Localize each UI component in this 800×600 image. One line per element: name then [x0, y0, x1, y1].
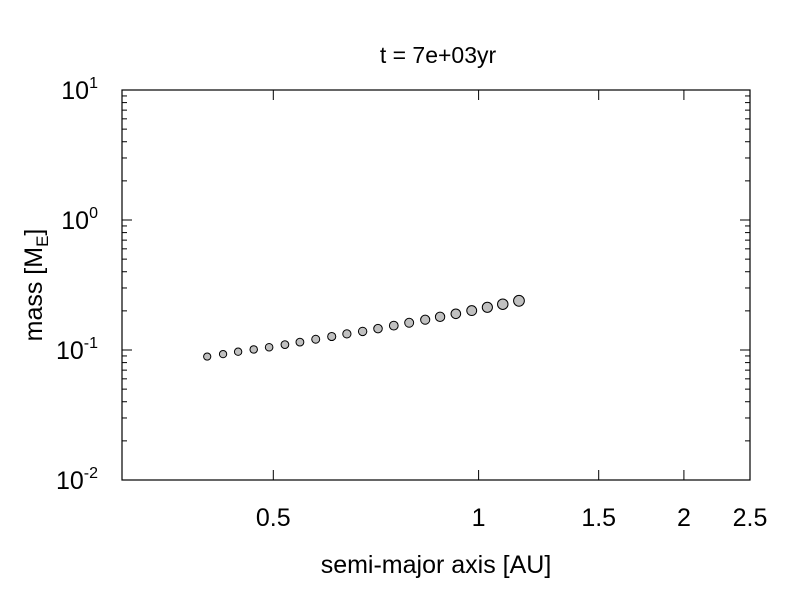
y-axis-label: mass [ME]	[20, 229, 52, 342]
x-tick-label: 1.5	[581, 504, 616, 532]
y-tick-label-exponent: -1	[84, 335, 98, 352]
y-tick-label-exponent: -2	[84, 465, 98, 482]
data-point	[481, 301, 493, 313]
plot-frame	[121, 89, 751, 481]
y-axis-label-main: mass [M	[20, 247, 48, 341]
data-point	[497, 298, 509, 310]
data-point	[357, 326, 368, 337]
x-axis-ticks: 0.5 1 1.5 2 2.5	[256, 90, 767, 532]
data-point	[311, 334, 321, 344]
y-axis-label-subscript: E	[33, 236, 52, 247]
y-tick-label-base: 10	[56, 337, 84, 365]
y-tick-label: 101	[61, 75, 98, 105]
chart-title: t = 7e+03yr	[380, 42, 497, 68]
y-axis-label-end: ]	[20, 229, 48, 236]
data-point	[342, 329, 352, 339]
data-point	[203, 352, 212, 361]
x-tick-label: 1	[472, 504, 486, 532]
y-tick-label: 10-1	[56, 335, 98, 365]
y-tick-label-base: 10	[61, 77, 89, 105]
data-point	[420, 314, 431, 325]
data-point	[466, 305, 478, 317]
y-tick-label: 10-2	[56, 465, 98, 495]
data-point	[218, 349, 228, 359]
x-tick-label: 2.5	[733, 504, 768, 532]
y-tick-label-exponent: 0	[89, 205, 98, 222]
data-point	[295, 337, 305, 347]
data-point	[388, 320, 399, 331]
data-point	[264, 342, 274, 352]
data-point	[233, 347, 243, 356]
data-point	[513, 294, 525, 307]
y-tick-label-base: 10	[61, 207, 89, 235]
x-tick-label: 2	[677, 504, 691, 532]
data-point	[327, 331, 337, 342]
x-axis-label: semi-major axis [AU]	[321, 551, 552, 579]
data-points	[203, 294, 525, 361]
y-tick-label-exponent: 1	[89, 75, 98, 92]
x-tick-label: 0.5	[256, 504, 291, 532]
data-point	[280, 340, 290, 349]
data-point	[450, 308, 462, 320]
data-point	[249, 345, 258, 354]
y-tick-label: 100	[61, 205, 98, 235]
data-point	[434, 311, 446, 323]
y-tick-label-base: 10	[56, 467, 84, 495]
data-point	[404, 317, 415, 328]
data-point	[373, 323, 383, 334]
